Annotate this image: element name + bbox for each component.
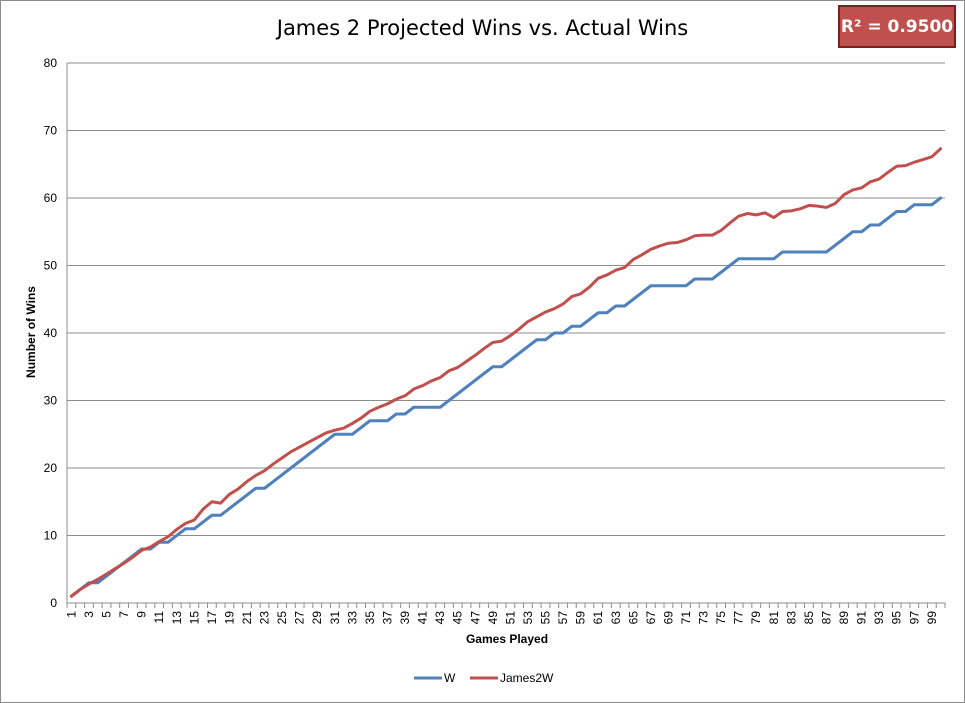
y-tick-label: 50 — [44, 259, 58, 273]
x-tick-label: 53 — [521, 611, 535, 625]
x-tick-label: 87 — [819, 611, 833, 625]
y-tick-label: 10 — [44, 529, 58, 543]
y-tick-label: 20 — [44, 461, 58, 475]
x-axis-title: Games Played — [466, 632, 548, 646]
axes — [66, 63, 946, 608]
y-tick-label: 60 — [44, 191, 58, 205]
legend-label: James2W — [500, 671, 554, 685]
x-tick-label: 39 — [398, 611, 412, 625]
x-tick-label: 11 — [152, 611, 166, 624]
x-tick-label: 19 — [222, 611, 236, 625]
x-tick-label: 9 — [135, 611, 149, 618]
y-tick-label: 40 — [44, 326, 58, 340]
legend: W James2W — [414, 671, 554, 685]
x-tick-label: 63 — [609, 611, 623, 625]
x-tick-label: 7 — [117, 611, 131, 618]
x-tick-label: 41 — [416, 611, 430, 625]
y-axis-title: Number of Wins — [24, 286, 38, 378]
x-tick-label: 13 — [170, 611, 184, 625]
x-tick-label: 97 — [907, 611, 921, 625]
x-tick-label: 21 — [240, 611, 254, 625]
x-tick-label: 5 — [100, 611, 114, 618]
x-tick-label: 15 — [187, 611, 201, 625]
x-tick-label: 43 — [433, 611, 447, 625]
x-tick-label: 3 — [82, 611, 96, 618]
x-tick-label: 91 — [855, 611, 869, 625]
x-tick-label: 95 — [890, 611, 904, 625]
y-tick-label: 70 — [44, 124, 58, 138]
x-tick-label: 55 — [539, 611, 553, 625]
x-tick-label: 81 — [767, 611, 781, 625]
x-tick-label: 25 — [275, 611, 289, 625]
x-tick-label: 1 — [64, 611, 78, 618]
x-tick-label: 37 — [380, 611, 394, 625]
x-tick-label: 61 — [591, 611, 605, 625]
x-tick-label: 67 — [644, 611, 658, 625]
legend-label: W — [444, 671, 456, 685]
x-tick-label: 49 — [486, 611, 500, 625]
x-tick-label: 35 — [363, 611, 377, 625]
x-tick-label: 17 — [205, 611, 219, 625]
x-tick-label: 31 — [328, 611, 342, 625]
x-tick-label: 45 — [451, 611, 465, 625]
x-tick-label: 69 — [661, 611, 675, 625]
x-tick-label: 89 — [837, 611, 851, 625]
x-tick-label: 27 — [293, 611, 307, 625]
gridlines — [67, 62, 945, 536]
x-tick-label: 77 — [732, 611, 746, 625]
x-tick-label: 83 — [784, 611, 798, 625]
series-line-james2w — [69, 147, 943, 598]
x-tick-label: 59 — [574, 611, 588, 625]
x-tick-label: 47 — [468, 611, 482, 625]
chart-title: James 2 Projected Wins vs. Actual Wins — [276, 16, 689, 40]
x-tick-label: 93 — [872, 611, 886, 625]
x-tick-label: 65 — [626, 611, 640, 625]
y-tick-label: 80 — [44, 56, 58, 70]
x-tick-label: 71 — [679, 611, 693, 625]
x-tick-label: 51 — [503, 611, 517, 625]
x-tick-label: 33 — [345, 611, 359, 625]
x-tick-label: 73 — [697, 611, 711, 625]
r-squared-badge: R² = 0.9500 — [838, 5, 956, 48]
x-tick-label: 23 — [258, 611, 272, 625]
series-line-w — [69, 196, 943, 598]
series-lines — [69, 147, 943, 598]
x-tick-label: 99 — [925, 611, 939, 625]
x-tick-label: 57 — [556, 611, 570, 625]
x-tick-label: 79 — [749, 611, 763, 625]
x-tick-label: 75 — [714, 611, 728, 625]
x-tick-label: 85 — [802, 611, 816, 625]
x-tick-label: 29 — [310, 611, 324, 625]
y-tick-label: 30 — [44, 394, 58, 408]
y-tick-label: 0 — [50, 596, 57, 610]
